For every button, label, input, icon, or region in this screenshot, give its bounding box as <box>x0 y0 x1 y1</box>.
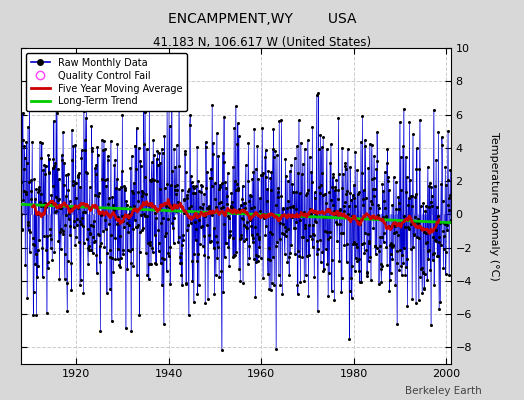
Text: 41.183 N, 106.617 W (United States): 41.183 N, 106.617 W (United States) <box>153 36 371 49</box>
Y-axis label: Temperature Anomaly (°C): Temperature Anomaly (°C) <box>489 132 499 280</box>
Text: ENCAMPMENT,WY        USA: ENCAMPMENT,WY USA <box>168 12 356 26</box>
Text: Berkeley Earth: Berkeley Earth <box>406 386 482 396</box>
Legend: Raw Monthly Data, Quality Control Fail, Five Year Moving Average, Long-Term Tren: Raw Monthly Data, Quality Control Fail, … <box>26 53 187 111</box>
